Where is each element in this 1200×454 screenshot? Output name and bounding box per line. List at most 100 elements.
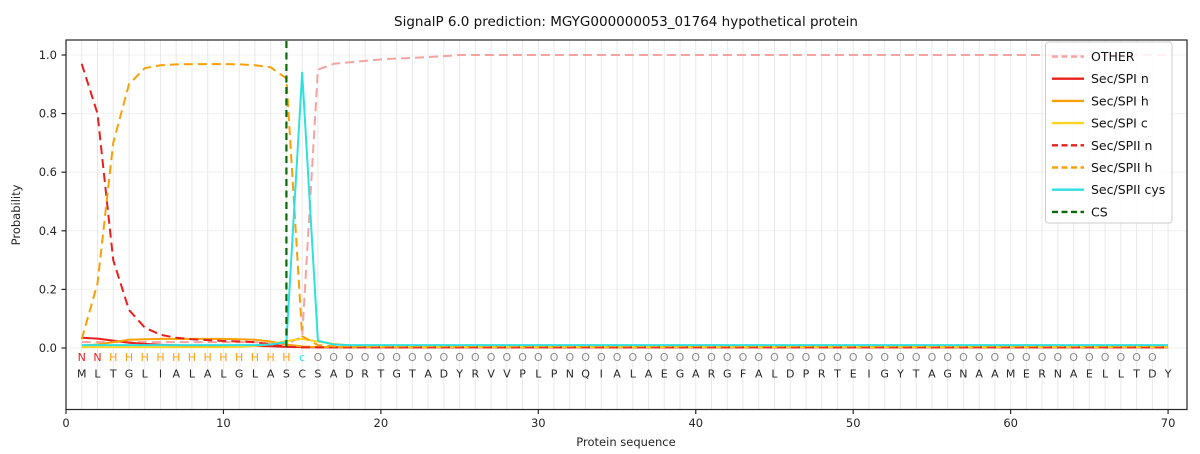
amino-acid-letter: R [361, 368, 369, 381]
state-letter: H [109, 351, 117, 364]
state-letter: O [471, 351, 480, 364]
state-letter: O [928, 351, 937, 364]
state-letter: H [172, 351, 180, 364]
legend-label: Sec/SPI c [1091, 116, 1148, 131]
amino-acid-letter: A [975, 368, 983, 381]
amino-acid-letter: L [142, 368, 149, 381]
amino-acid-letter: L [1102, 368, 1109, 381]
y-tick-label: 0.6 [39, 165, 57, 179]
amino-acid-letter: R [472, 368, 480, 381]
state-letter: O [817, 351, 826, 364]
amino-acid-letter: R [1038, 368, 1046, 381]
amino-acid-letter: M [1006, 368, 1016, 381]
amino-acid-letter: V [503, 368, 511, 381]
amino-acid-letter: L [535, 368, 542, 381]
amino-acid-letter: S [314, 368, 321, 381]
legend: OTHER Sec/SPI n Sec/SPI h Sec/SPI c Sec/SPII… [1045, 41, 1173, 224]
state-letter: H [282, 351, 290, 364]
amino-acid-letter: A [755, 368, 763, 381]
state-letter: O [408, 351, 417, 364]
state-letter: O [754, 351, 763, 364]
y-tick-label: 0.8 [39, 107, 57, 121]
amino-acid-letter: P [551, 368, 558, 381]
series-sec-spii-cys [81, 71, 1169, 347]
x-tick-label: 70 [1161, 416, 1176, 430]
state-letter: O [1006, 351, 1015, 364]
state-letter: H [204, 351, 212, 364]
amino-acid-letter: N [959, 368, 967, 381]
state-letter: O [849, 351, 858, 364]
amino-acid-letter: A [172, 368, 180, 381]
amino-acid-letter: S [283, 368, 290, 381]
state-letter: O [628, 351, 637, 364]
x-tick-label: 20 [374, 416, 389, 430]
state-letter: O [534, 351, 543, 364]
amino-acid-letter: G [392, 368, 401, 381]
legend-label: Sec/SPII cys [1091, 182, 1165, 197]
amino-acid-letter: D [440, 368, 448, 381]
state-letter: O [597, 351, 606, 364]
y-tick-label: 0.2 [39, 282, 57, 296]
series-other [81, 54, 1169, 346]
state-letter: H [156, 351, 164, 364]
state-letter: O [1054, 351, 1063, 364]
amino-acid-letter: D [1148, 368, 1156, 381]
amino-acid-letter: G [125, 368, 134, 381]
state-letter: O [455, 351, 464, 364]
y-tick-label: 1.0 [39, 48, 57, 62]
amino-acid-letter: T [912, 368, 920, 381]
legend-label: Sec/SPII h [1091, 160, 1152, 175]
series-sec-spii-h [80, 63, 1169, 348]
state-letter: H [251, 351, 259, 364]
state-letter: O [723, 351, 732, 364]
state-letter: O [314, 351, 323, 364]
state-letter: O [786, 351, 795, 364]
state-letter: O [1117, 351, 1126, 364]
amino-acid-letter: F [740, 368, 746, 381]
y-tick-label: 0.0 [39, 341, 57, 355]
legend-label: CS [1091, 204, 1108, 219]
series-sec-spii-n [80, 63, 1169, 349]
amino-acid-letter: Y [455, 368, 463, 381]
x-tick-label: 40 [688, 416, 703, 430]
state-letter: O [440, 351, 449, 364]
amino-acid-letter: T [109, 368, 117, 381]
y-axis-label: Probability [9, 184, 23, 245]
amino-acid-letter: G [723, 368, 732, 381]
state-letter: H [235, 351, 243, 364]
amino-acid-letter: P [803, 368, 810, 381]
state-letter: O [691, 351, 700, 364]
amino-acid-letter: C [298, 368, 306, 381]
amino-acid-letter: L [220, 368, 227, 381]
state-letter: O [912, 351, 921, 364]
state-letter: O [975, 351, 984, 364]
x-tick-label: 60 [1003, 416, 1018, 430]
amino-acid-letter: R [818, 368, 826, 381]
legend-label: Sec/SPI h [1091, 93, 1149, 108]
amino-acid-letter: Q [581, 368, 590, 381]
state-letter: O [518, 351, 527, 364]
amino-acid-letter: T [833, 368, 841, 381]
state-letter: O [329, 351, 338, 364]
state-letter: O [676, 351, 685, 364]
amino-acid-letter: E [1086, 368, 1093, 381]
amino-acid-letter: A [692, 368, 700, 381]
state-letter: O [1132, 351, 1141, 364]
y-tick-label: 0.4 [39, 224, 57, 238]
state-letter: O [770, 351, 779, 364]
state-letter: O [392, 351, 401, 364]
state-letter: O [613, 351, 622, 364]
amino-acid-letter: L [1118, 368, 1125, 381]
state-letter: O [991, 351, 1000, 364]
amino-acid-letter: N [1054, 368, 1062, 381]
state-letter: N [93, 351, 101, 364]
amino-acid-letter: R [708, 368, 716, 381]
state-letter: c [299, 351, 305, 364]
state-letter: O [424, 351, 433, 364]
amino-acid-letter: I [867, 368, 870, 381]
amino-acid-letter: M [77, 368, 87, 381]
state-letter: O [1085, 351, 1094, 364]
state-letter: O [880, 351, 889, 364]
state-letter: O [943, 351, 952, 364]
